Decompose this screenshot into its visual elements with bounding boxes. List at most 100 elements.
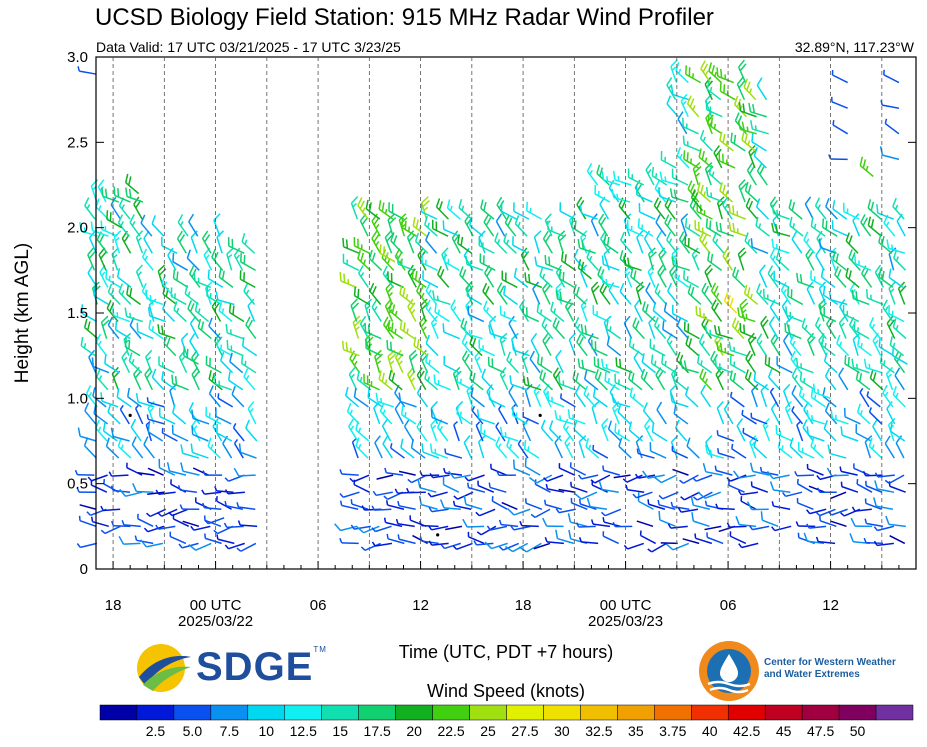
barb-shaft bbox=[675, 70, 689, 84]
barb-flag bbox=[390, 272, 393, 282]
barb-flag bbox=[684, 236, 687, 246]
barb-shaft bbox=[778, 447, 793, 459]
barb-shaft bbox=[590, 288, 599, 305]
barb-shaft bbox=[478, 244, 495, 254]
barb-half-flag bbox=[488, 482, 491, 488]
barb-shaft bbox=[532, 288, 541, 305]
wind-barb bbox=[823, 419, 837, 442]
barb-flag bbox=[189, 333, 196, 342]
barb-shaft bbox=[495, 220, 506, 237]
wind-barb bbox=[552, 367, 563, 391]
barb-half-flag bbox=[602, 424, 608, 430]
barb-half-flag bbox=[864, 498, 867, 504]
barb-flag bbox=[143, 436, 149, 445]
barb-shaft bbox=[640, 376, 654, 391]
barb-flag bbox=[626, 257, 630, 267]
barb-flag bbox=[722, 196, 728, 206]
wind-barb bbox=[862, 470, 883, 477]
wind-barb bbox=[480, 199, 495, 220]
barb-shaft bbox=[490, 332, 507, 340]
barb-flag bbox=[832, 250, 836, 260]
barb-half-flag bbox=[428, 289, 432, 295]
wind-barb bbox=[110, 196, 122, 220]
barb-shaft bbox=[371, 220, 381, 237]
barb-flag bbox=[140, 214, 146, 224]
barb-flag bbox=[729, 370, 733, 380]
wind-barb bbox=[863, 358, 883, 374]
barb-flag bbox=[136, 322, 139, 332]
barb-flag bbox=[787, 287, 790, 297]
barb-shaft bbox=[897, 288, 906, 305]
wind-barb bbox=[570, 481, 588, 493]
barb-shaft bbox=[859, 392, 870, 408]
wind-barb bbox=[782, 383, 791, 408]
barb-shaft bbox=[205, 537, 222, 545]
barb-shaft bbox=[699, 239, 711, 254]
barb-flag bbox=[655, 214, 661, 223]
wind-barb bbox=[425, 231, 438, 254]
barb-shaft bbox=[700, 138, 713, 152]
wind-barb bbox=[794, 470, 814, 477]
barb-flag bbox=[657, 187, 661, 197]
barb-shaft bbox=[512, 414, 528, 425]
barb-flag bbox=[814, 197, 821, 207]
barb-shaft bbox=[397, 263, 415, 272]
barb-shaft bbox=[664, 310, 679, 323]
barb-half-flag bbox=[104, 226, 107, 232]
barb-half-flag bbox=[834, 414, 837, 420]
barb-half-flag bbox=[664, 156, 667, 162]
barb-flag bbox=[753, 147, 758, 157]
barb-half-flag bbox=[115, 237, 120, 242]
wind-barb bbox=[832, 250, 847, 271]
wind-barb bbox=[806, 523, 827, 529]
barb-shaft bbox=[638, 500, 654, 510]
barb-flag bbox=[117, 214, 124, 224]
barb-shaft bbox=[466, 263, 484, 272]
barb-flag bbox=[867, 199, 872, 209]
barb-shaft bbox=[753, 446, 768, 459]
wind-barb bbox=[151, 368, 165, 391]
barb-flag bbox=[888, 281, 896, 290]
wind-barb bbox=[225, 323, 244, 340]
wind-barb bbox=[567, 513, 588, 528]
barb-shaft bbox=[340, 525, 358, 532]
wind-barb bbox=[477, 435, 486, 459]
barb-shaft bbox=[480, 432, 497, 442]
barb-flag bbox=[894, 367, 901, 376]
barb-flag bbox=[102, 422, 106, 432]
barb-shaft bbox=[171, 508, 189, 517]
barb-flag bbox=[835, 253, 839, 263]
barb-flag bbox=[746, 501, 753, 510]
barb-shaft bbox=[461, 342, 474, 357]
wind-barb bbox=[514, 215, 528, 237]
barb-flag bbox=[724, 251, 731, 260]
barb-half-flag bbox=[452, 306, 457, 312]
wind-barb bbox=[386, 340, 404, 357]
barb-shaft bbox=[714, 340, 724, 357]
barb-shaft bbox=[627, 488, 645, 493]
barb-shaft bbox=[662, 491, 679, 500]
wind-barb bbox=[660, 151, 677, 169]
wind-barb bbox=[216, 338, 233, 357]
barb-shaft bbox=[390, 240, 404, 254]
wind-barb bbox=[529, 350, 541, 374]
barb-half-flag bbox=[653, 344, 655, 350]
barb-shaft bbox=[536, 311, 552, 323]
barb-shaft bbox=[499, 374, 509, 391]
barb-flag bbox=[762, 418, 770, 426]
barb-half-flag bbox=[213, 529, 219, 535]
barb-flag bbox=[421, 443, 424, 453]
barb-flag bbox=[382, 246, 385, 256]
barb-shaft bbox=[739, 523, 757, 528]
barb-flag bbox=[79, 222, 83, 232]
wind-barb bbox=[76, 487, 97, 493]
barb-flag bbox=[745, 350, 751, 359]
barb-flag bbox=[465, 255, 468, 265]
wind-barb bbox=[410, 438, 426, 459]
barb-half-flag bbox=[562, 380, 565, 386]
wind-barb bbox=[90, 480, 108, 493]
wind-barb bbox=[737, 59, 747, 83]
wind-barb bbox=[172, 404, 187, 425]
barb-shaft bbox=[654, 291, 668, 305]
barb-flag bbox=[218, 301, 222, 311]
